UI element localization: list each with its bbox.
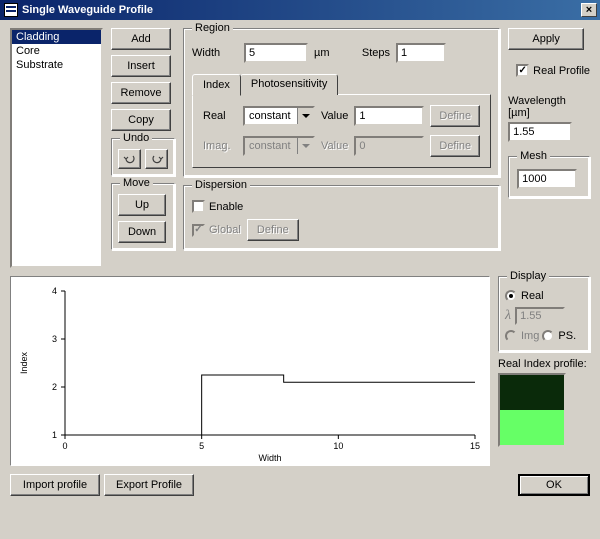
steps-label: Steps [348,47,390,59]
global-checkbox: Global [192,224,241,237]
window-body: Cladding Core Substrate Add Insert Remov… [0,20,600,539]
svg-text:15: 15 [470,441,480,451]
region-legend: Region [192,22,233,34]
steps-input[interactable]: 1 [396,43,446,63]
list-item[interactable]: Core [12,44,101,58]
region-tabs: Index Photosensitivity [192,74,491,95]
redo-button[interactable] [145,149,168,169]
tab-index[interactable]: Index [192,74,241,96]
dispersion-define-button: Define [247,219,299,241]
real-mode-combo[interactable]: constant [243,106,315,126]
redo-icon [150,154,164,164]
imag-value-input: 0 [354,136,424,156]
display-lambda-radio: λ 1.55 [505,307,565,325]
real-define-button: Define [430,105,480,127]
real-value-input[interactable]: 1 [354,106,424,126]
svg-text:1: 1 [52,430,57,440]
tab-photosensitivity[interactable]: Photosensitivity [240,74,338,95]
svg-text:Width: Width [258,453,281,463]
svg-text:5: 5 [199,441,204,451]
close-button[interactable]: × [581,3,597,17]
width-label: Width [192,47,238,59]
svg-text:10: 10 [333,441,343,451]
remove-button[interactable]: Remove [111,82,171,104]
display-panel: Display Real λ 1.55 Img PS. Real Index p… [498,276,590,466]
width-input[interactable]: 5 [244,43,308,63]
ok-button[interactable]: OK [518,474,590,496]
undo-icon [123,154,137,164]
display-ps-radio[interactable]: PS. [542,330,576,342]
title-bar: Single Waveguide Profile × [0,0,600,20]
add-button[interactable]: Add [111,28,171,50]
svg-text:0: 0 [62,441,67,451]
real-value-label: Value [321,110,348,122]
svg-text:Index: Index [19,351,29,374]
svg-text:4: 4 [52,286,57,296]
export-profile-button[interactable]: Export Profile [104,474,194,496]
real-label: Real [203,110,237,122]
move-down-button[interactable]: Down [118,221,166,243]
move-label: Move [120,177,153,189]
display-img-radio: Img [505,330,539,342]
profile-chart: 1 2 3 4 0 5 10 15 Width Index [10,276,490,466]
enable-checkbox[interactable]: Enable [192,200,243,213]
move-up-button[interactable]: Up [118,194,166,216]
copy-button[interactable]: Copy [111,109,171,131]
lambda-icon: λ [505,308,511,324]
window-title: Single Waveguide Profile [22,4,581,16]
region-group: Region Width 5 µm Steps 1 Index Photosen… [183,28,500,177]
apply-button[interactable]: Apply [508,28,584,50]
app-icon [4,3,18,17]
width-unit: µm [314,47,342,59]
dispersion-group: Dispersion Enable Global Define [183,185,500,250]
display-real-radio[interactable]: Real [505,290,544,302]
imag-mode-combo: constant [243,136,315,156]
svg-text:3: 3 [52,334,57,344]
real-index-profile-label: Real Index profile: [498,358,590,370]
chart-svg: 1 2 3 4 0 5 10 15 Width Index [15,283,485,463]
right-panel: Apply Real Profile Wavelength [µm] 1.55 … [508,28,590,268]
insert-button[interactable]: Insert [111,55,171,77]
imag-value-label: Value [321,140,348,152]
tab-panel-index: Real constant Value 1 Define Imag. const… [192,94,491,168]
wavelength-label: Wavelength [µm] [508,95,590,119]
real-profile-checkbox[interactable]: Real Profile [516,64,590,77]
undo-label: Undo [120,132,152,144]
layer-listbox[interactable]: Cladding Core Substrate [10,28,103,268]
chevron-down-icon [297,138,313,154]
color-bar [498,373,566,447]
display-label: Display [507,270,549,282]
chevron-down-icon[interactable] [297,108,313,124]
imag-label: Imag. [203,140,237,152]
import-profile-button[interactable]: Import profile [10,474,100,496]
mesh-label: Mesh [517,150,550,162]
list-item[interactable]: Substrate [12,58,101,72]
svg-text:2: 2 [52,382,57,392]
list-buttons: Add Insert Remove Copy Undo Move Up [111,28,175,268]
mesh-input[interactable]: 1000 [517,169,577,189]
wavelength-input[interactable]: 1.55 [508,122,572,142]
list-item[interactable]: Cladding [12,30,101,44]
undo-button[interactable] [118,149,141,169]
dispersion-legend: Dispersion [192,179,250,191]
imag-define-button: Define [430,135,480,157]
